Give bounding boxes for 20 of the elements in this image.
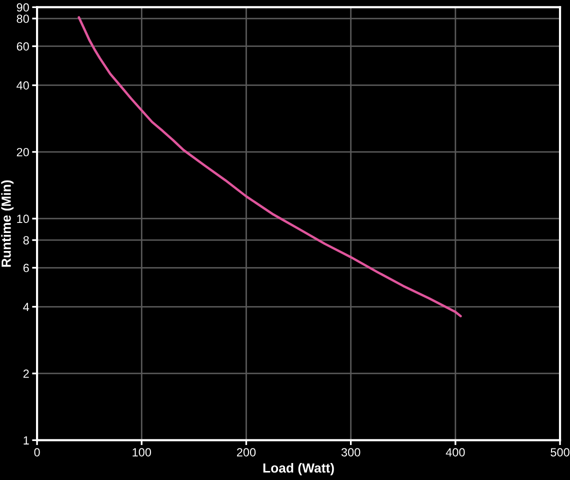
line-series	[78, 16, 462, 318]
y-tick-label: 4	[23, 302, 30, 312]
y-tick-label: 20	[16, 148, 29, 156]
x-tick-label: 100	[132, 448, 152, 456]
y-tick-label: 2	[23, 370, 29, 378]
y-tick-label: 8	[23, 236, 29, 244]
y-axis-title: Runtime (Min)	[1, 180, 14, 267]
x-tick-label: 0	[34, 448, 40, 456]
y-tick-label: 60	[16, 42, 29, 51]
y-tick-label: 6	[23, 264, 29, 272]
y-tick-label: 90	[16, 3, 29, 12]
y-tick-label: 80	[16, 14, 29, 23]
y-tick-label: 10	[17, 214, 29, 224]
x-tick-label: 300	[341, 448, 360, 456]
x-axis-title: Load (Watt)	[263, 462, 334, 476]
x-tick-label: 400	[446, 448, 465, 456]
x-tick-label: 500	[550, 448, 570, 456]
y-tick-label: 40	[16, 81, 29, 90]
y-tick-label: 1	[24, 436, 29, 444]
x-tick-label: 200	[236, 448, 256, 456]
